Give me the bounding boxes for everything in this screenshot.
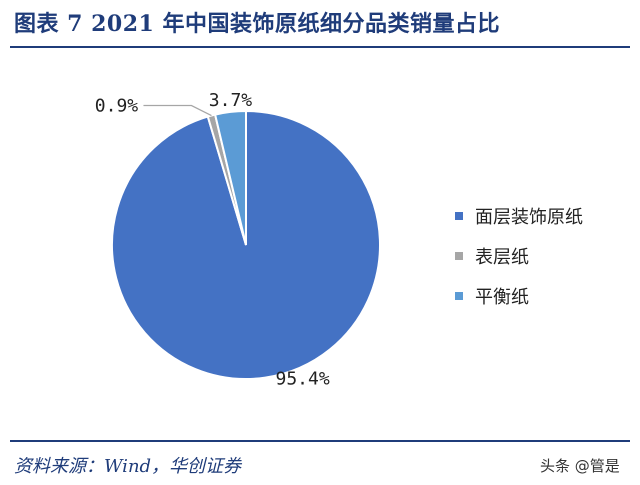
legend-item-overlay-paper: 表层纸 [455,236,583,276]
legend-swatch-overlay-paper [455,252,463,260]
legend-swatch-balance-paper [455,292,463,300]
legend-label-surface-paper: 面层装饰原纸 [475,207,583,228]
legend-item-surface-paper: 面层装饰原纸 [455,196,583,236]
legend-swatch-surface-paper [455,212,463,220]
legend-label-balance-paper: 平衡纸 [475,287,529,308]
title-divider [10,46,630,48]
pie-slice-balance-paper [213,109,247,246]
data-label-overlay-paper: 0.9% [95,96,139,117]
data-label-surface-paper: 95.4% [275,369,329,390]
watermark: 头条 @管是 [540,457,620,475]
leader-line-overlay-paper [143,104,212,117]
footer-divider [10,440,630,442]
legend-label-overlay-paper: 表层纸 [475,247,529,268]
chart-legend: 面层装饰原纸 表层纸 平衡纸 [455,196,583,316]
legend-item-balance-paper: 平衡纸 [455,276,583,316]
data-label-balance-paper: 3.7% [209,90,253,111]
chart-title: 图表 7 2021 年中国装饰原纸细分品类销量占比 [14,11,501,37]
source-note: 资料来源：Wind，华创证券 [14,456,242,477]
